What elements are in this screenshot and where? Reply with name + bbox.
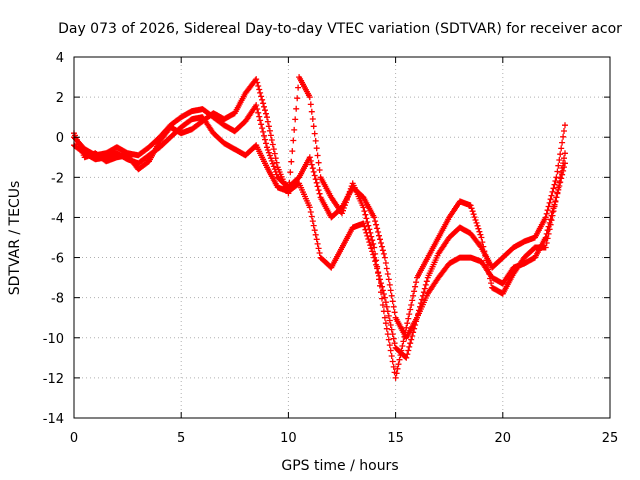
y-tick-label: -10 (43, 332, 64, 347)
series-markers (71, 102, 568, 341)
x-tick-label: 10 (280, 431, 297, 446)
data-series (71, 74, 568, 381)
x-tick-label: 15 (387, 431, 404, 446)
y-tick-label: -4 (51, 211, 64, 226)
x-tick-label: 0 (70, 431, 78, 446)
y-tick-label: -6 (51, 252, 64, 267)
y-tick-label: -12 (43, 372, 64, 387)
y-tick-label: 4 (56, 51, 64, 66)
y-tick-label: -8 (51, 292, 64, 307)
x-tick-label: 5 (177, 431, 185, 446)
y-axis-title: SDTVAR / TECUs (7, 181, 23, 296)
x-axis-title: GPS time / hours (281, 458, 398, 474)
y-tick-label: 2 (56, 91, 64, 106)
x-tick-label: 25 (602, 431, 619, 446)
plot-frame (73, 56, 611, 419)
series-markers (71, 74, 568, 381)
y-tick-label: -2 (51, 171, 64, 186)
axis-ticks: 0 5 10 15 20 25 -14 -12 -10 -8 -6 -4 -2 0 2 4 (43, 51, 619, 446)
grid-lines (74, 57, 610, 418)
y-tick-label: -14 (43, 412, 64, 427)
x-tick-label: 20 (495, 431, 512, 446)
series-1 (71, 102, 568, 341)
series-3 (71, 74, 568, 381)
y-tick-label: 0 (56, 131, 64, 146)
chart-title: Day 073 of 2026, Sidereal Day-to-day VTE… (58, 21, 622, 37)
